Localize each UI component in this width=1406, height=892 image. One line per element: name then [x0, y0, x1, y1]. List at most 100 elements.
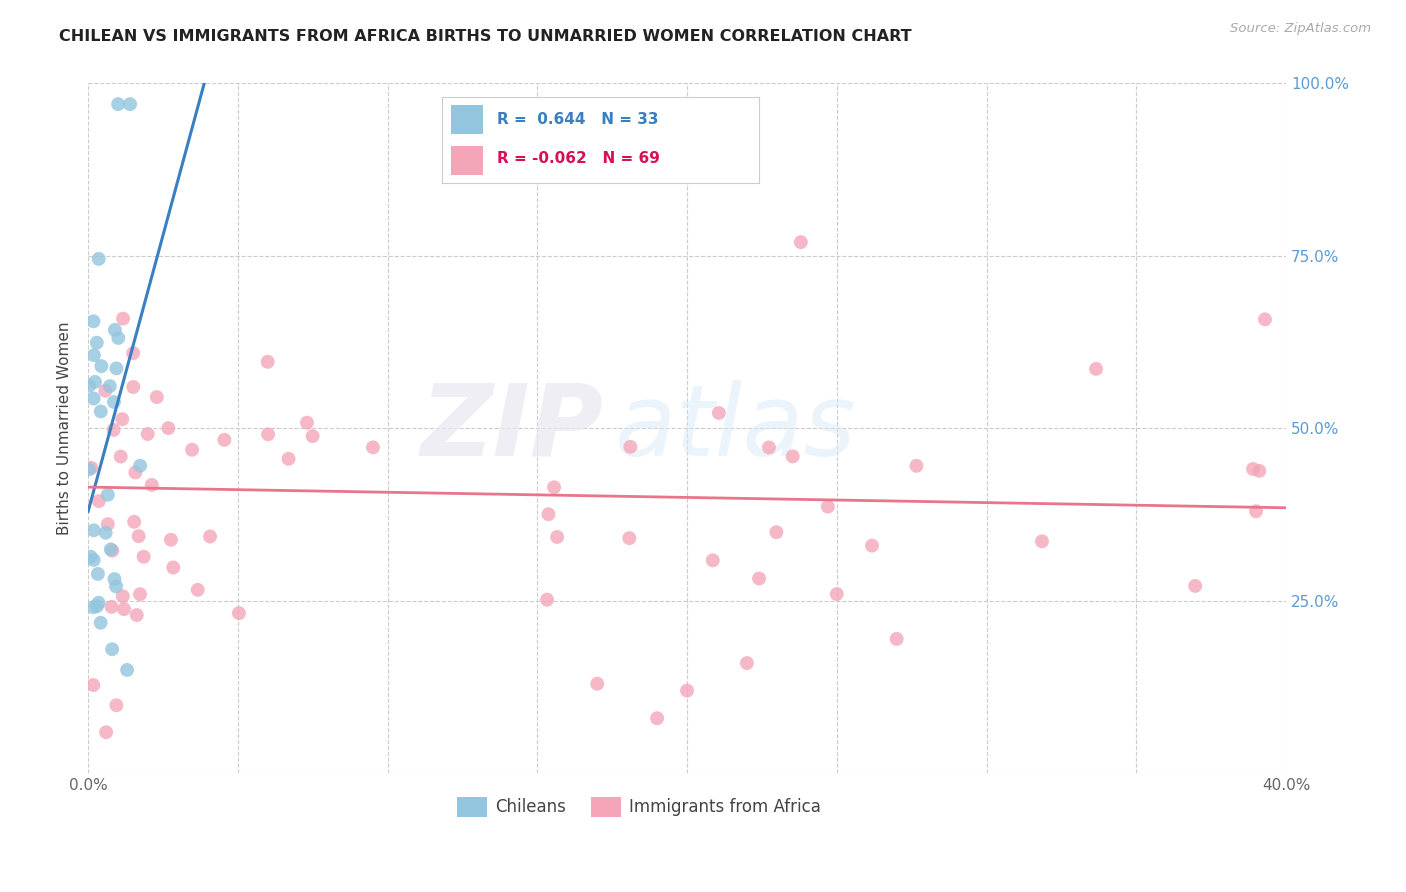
Point — [129, 458, 152, 473]
Point — [79, 378, 101, 392]
Point — [256, 355, 278, 369]
Point — [157, 421, 180, 435]
Point — [87, 494, 110, 508]
Point — [100, 542, 122, 557]
Point — [214, 433, 236, 447]
Point — [537, 507, 560, 521]
Text: CHILEAN VS IMMIGRANTS FROM AFRICA BIRTHS TO UNMARRIED WOMEN CORRELATION CHART: CHILEAN VS IMMIGRANTS FROM AFRICA BIRTHS… — [59, 29, 911, 44]
Point — [228, 606, 250, 620]
Point — [115, 663, 138, 677]
Point — [817, 500, 839, 514]
Point — [1031, 534, 1053, 549]
Point — [122, 515, 145, 529]
Point — [84, 375, 107, 389]
Point — [87, 596, 110, 610]
Point — [129, 587, 152, 601]
Point — [77, 462, 100, 476]
Point — [103, 423, 125, 437]
Point — [1244, 504, 1267, 518]
Point — [112, 311, 135, 326]
Point — [107, 97, 129, 112]
Point — [122, 346, 145, 360]
Point — [536, 592, 558, 607]
Point — [124, 466, 146, 480]
Point — [146, 390, 169, 404]
Point — [120, 97, 142, 112]
Point — [83, 524, 105, 538]
Point — [1184, 579, 1206, 593]
Point — [645, 711, 668, 725]
Point — [181, 442, 204, 457]
Legend: Chileans, Immigrants from Africa: Chileans, Immigrants from Africa — [450, 790, 828, 823]
Point — [619, 440, 641, 454]
Point — [98, 379, 121, 393]
Point — [86, 599, 108, 614]
Point — [110, 450, 132, 464]
Point — [748, 572, 770, 586]
Point — [111, 589, 134, 603]
Point — [277, 451, 299, 466]
Point — [100, 599, 122, 614]
Point — [782, 450, 804, 464]
Point — [546, 530, 568, 544]
Point — [160, 533, 183, 547]
Point — [80, 549, 103, 564]
Point — [103, 395, 125, 409]
Point — [1241, 462, 1264, 476]
Point — [82, 314, 104, 328]
Point — [94, 725, 117, 739]
Point — [132, 549, 155, 564]
Point — [707, 406, 730, 420]
Point — [82, 678, 104, 692]
Point — [94, 384, 117, 398]
Point — [128, 529, 150, 543]
Point — [103, 572, 125, 586]
Point — [83, 348, 105, 362]
Point — [543, 480, 565, 494]
Point — [86, 335, 108, 350]
Point — [80, 460, 103, 475]
Point — [1249, 464, 1271, 478]
Point — [105, 698, 128, 713]
Point — [83, 553, 105, 567]
Point — [105, 361, 128, 376]
Point — [141, 478, 163, 492]
Point — [82, 600, 104, 615]
Point — [257, 427, 280, 442]
Point — [90, 359, 112, 373]
Point — [301, 429, 323, 443]
Point — [187, 582, 209, 597]
Point — [676, 683, 699, 698]
Point — [586, 677, 609, 691]
Point — [860, 539, 883, 553]
Point — [101, 543, 124, 558]
Point — [886, 632, 908, 646]
Point — [83, 392, 105, 406]
Point — [104, 323, 127, 337]
Point — [90, 404, 112, 418]
Point — [765, 525, 787, 540]
Point — [112, 602, 135, 616]
Point — [198, 529, 221, 543]
Point — [1254, 312, 1277, 326]
Text: ZIP: ZIP — [420, 380, 603, 477]
Point — [101, 642, 124, 657]
Point — [905, 458, 928, 473]
Point — [136, 427, 159, 442]
Point — [107, 331, 129, 345]
Text: Source: ZipAtlas.com: Source: ZipAtlas.com — [1230, 22, 1371, 36]
Point — [790, 235, 813, 249]
Point — [1085, 361, 1108, 376]
Point — [97, 488, 120, 502]
Point — [111, 412, 134, 426]
Point — [361, 441, 384, 455]
Point — [295, 416, 318, 430]
Point — [87, 566, 110, 581]
Point — [125, 607, 148, 622]
Point — [90, 615, 112, 630]
Point — [162, 560, 184, 574]
Point — [94, 525, 117, 540]
Point — [702, 553, 724, 567]
Point — [105, 579, 128, 593]
Y-axis label: Births to Unmarried Women: Births to Unmarried Women — [58, 322, 72, 535]
